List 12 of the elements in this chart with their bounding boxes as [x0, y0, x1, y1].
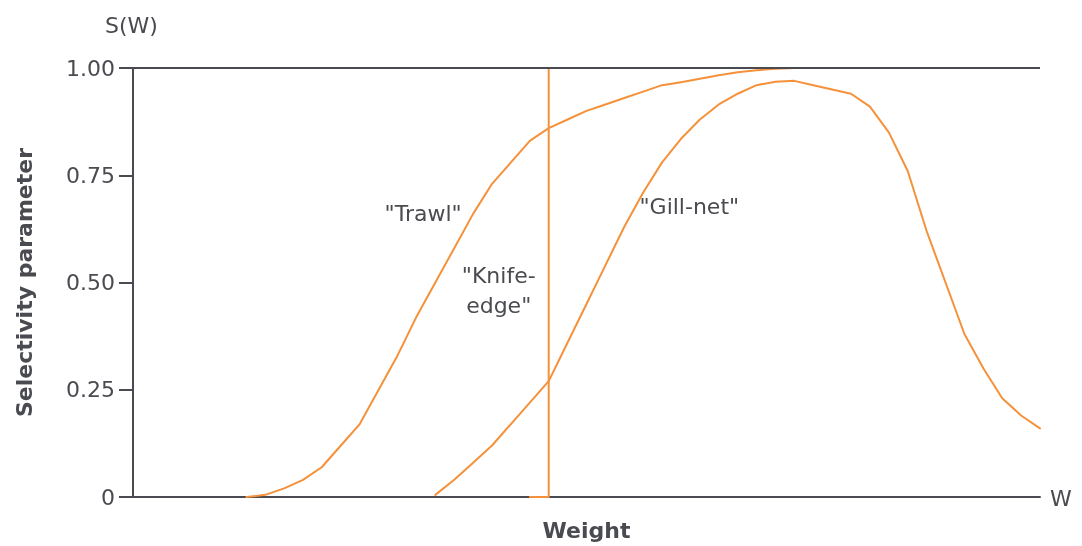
series-label: "Knife- edge" — [461, 262, 536, 318]
y-tick-label: 0.25 — [66, 377, 115, 403]
y-tick-label: 0.50 — [66, 270, 115, 295]
text: S(W) — [105, 12, 158, 38]
y-tick-label: 1.00 — [66, 55, 115, 81]
series-label: "Trawl" — [384, 201, 462, 227]
y-axis-title: Selectivity parameter — [11, 147, 37, 418]
series-label: "Gill-net" — [639, 194, 740, 220]
y-tick-label: 0 — [101, 484, 115, 510]
x-axis-title: Weight — [542, 517, 631, 543]
text: W — [1050, 485, 1072, 511]
y-tick-label: 0.75 — [66, 162, 115, 188]
